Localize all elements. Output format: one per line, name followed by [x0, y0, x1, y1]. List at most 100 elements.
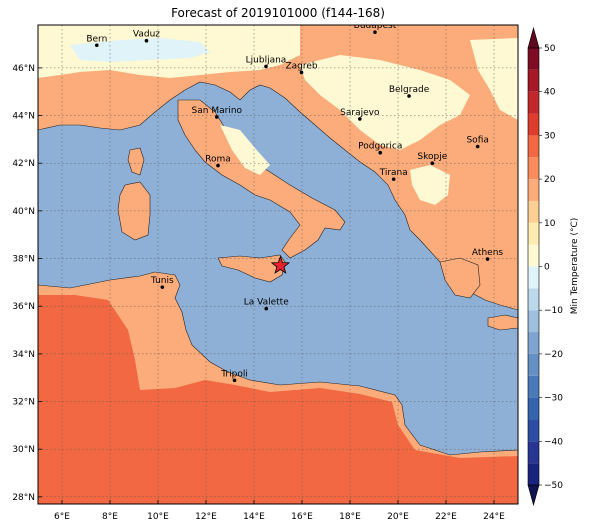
city-dot [144, 38, 149, 43]
italy-interior-cool-zone [220, 125, 270, 175]
city-dot [160, 285, 165, 289]
colorbar-tick-label: −20 [544, 350, 563, 360]
north-africa-warm-zone [38, 295, 518, 504]
corsica-land [127, 147, 145, 176]
greece-interior-cool-zone [410, 165, 450, 205]
colorbar-band [528, 157, 539, 180]
city-label: Athens [472, 248, 503, 258]
city-label: Ljubljana [246, 55, 287, 65]
city-dot [95, 43, 99, 48]
lon-tick-label: 24°E [483, 512, 505, 522]
city-dot [378, 150, 383, 155]
colorbar-extend-high [527, 26, 540, 49]
lat-tick-label: 28°N [12, 493, 35, 503]
colorbar-tick-label: 0 [544, 263, 550, 273]
lat-tick-label: 42°N [12, 159, 35, 169]
peloponnese-land [439, 257, 481, 299]
lat-tick-label: 32°N [12, 398, 35, 408]
lat-tick-label: 36°N [12, 302, 35, 312]
colorbar-band [528, 266, 539, 289]
city-label: Tunis [150, 276, 174, 286]
eastern-cool-zone [470, 38, 518, 120]
colorbar-band [528, 353, 539, 376]
colorbar-band [528, 244, 539, 267]
map-frame [37, 24, 519, 505]
city-label: San Marino [192, 106, 243, 116]
lat-tick-label: 40°N [12, 207, 35, 217]
crete-land [487, 314, 518, 331]
colorbar-band [528, 69, 539, 92]
city-label: Zagreb [285, 61, 317, 71]
city-dot [215, 115, 219, 119]
city-label: Vaduz [133, 30, 160, 40]
lon-tick-label: 18°E [339, 512, 361, 522]
city-label: Roma [205, 155, 231, 165]
lon-tick-label: 16°E [291, 512, 313, 522]
lat-tick-label: 46°N [12, 64, 35, 74]
lon-tick-label: 20°E [387, 512, 409, 522]
city-dot [373, 30, 377, 34]
city-dot [264, 64, 268, 69]
colorbar-tick-label: −10 [544, 306, 563, 316]
colorbar-tick-label: −30 [544, 394, 563, 404]
city-label: Skopje [417, 152, 447, 162]
longitude-axis: 6°E 8°E 10°E 12°E 14°E 16°E 18°E 20°E 22°E 24°E [54, 500, 505, 522]
colorbar-band [528, 179, 539, 201]
map-gridlines [38, 25, 518, 504]
colorbar-band [528, 310, 539, 333]
balkans-cool-zone [300, 55, 470, 150]
city-dot [264, 306, 269, 311]
location-star-marker [270, 255, 291, 274]
city-dot [407, 94, 411, 98]
colorbar-tick-label: 50 [544, 44, 556, 54]
city-dot [391, 177, 396, 181]
colorbar-band [528, 113, 539, 136]
lon-tick-label: 8°E [102, 512, 118, 522]
colorbar-band [528, 288, 539, 311]
alps-freezing-zone [70, 38, 210, 62]
city-dot [430, 161, 435, 166]
lat-tick-label: 38°N [12, 255, 35, 265]
lon-tick-label: 6°E [54, 512, 70, 522]
colorbar-band [528, 222, 539, 245]
lat-tick-label: 34°N [12, 350, 35, 360]
lon-tick-label: 22°E [435, 512, 457, 522]
colorbar-band [528, 419, 539, 442]
colorbar-tick-label: −40 [544, 437, 563, 447]
colorbar-tick-label: 40 [544, 88, 556, 98]
city-dot [299, 70, 304, 75]
city-dot [358, 117, 362, 121]
lon-tick-label: 12°E [195, 512, 217, 522]
city-label: Podgorica [358, 142, 402, 152]
colorbar-band [528, 48, 539, 70]
colorbar-extend-low [527, 484, 540, 507]
city-label: Sofia [466, 136, 488, 146]
city-dot [485, 257, 490, 261]
city-label: Belgrade [389, 85, 430, 95]
city-label: Tripoli [220, 369, 248, 379]
colorbar-band [528, 441, 539, 464]
latitude-axis: 28°N 30°N 32°N 34°N 36°N 38°N 40°N 42°N 44°N 46°N [12, 64, 42, 503]
colorbar-tick-label: −50 [544, 481, 563, 491]
city-dot [475, 144, 480, 149]
city-dot [232, 378, 237, 383]
colorbar-tick-label: 20 [544, 175, 556, 185]
colorbar-band [528, 91, 539, 114]
colorbar-band [528, 463, 539, 485]
colorbar-band [528, 332, 539, 354]
colorbar-tick-label: 10 [544, 219, 556, 229]
colorbar: −50 −40 −30 −20 −10 0 10 20 30 40 50 [527, 26, 563, 507]
colorbar-label: Min Temperature (°C) [570, 218, 580, 315]
colorbar-band [528, 375, 539, 398]
city-label: Tirana [379, 168, 408, 178]
colorbar-tick-label: 30 [544, 131, 556, 141]
lat-tick-label: 30°N [12, 445, 35, 455]
map-title: Forecast of 2019101000 (f144-168) [171, 6, 385, 20]
city-label: La Valette [244, 298, 289, 308]
colorbar-band [528, 200, 539, 223]
sicily-land [217, 254, 286, 283]
city-dot [216, 163, 220, 168]
colorbar-band [528, 135, 539, 158]
